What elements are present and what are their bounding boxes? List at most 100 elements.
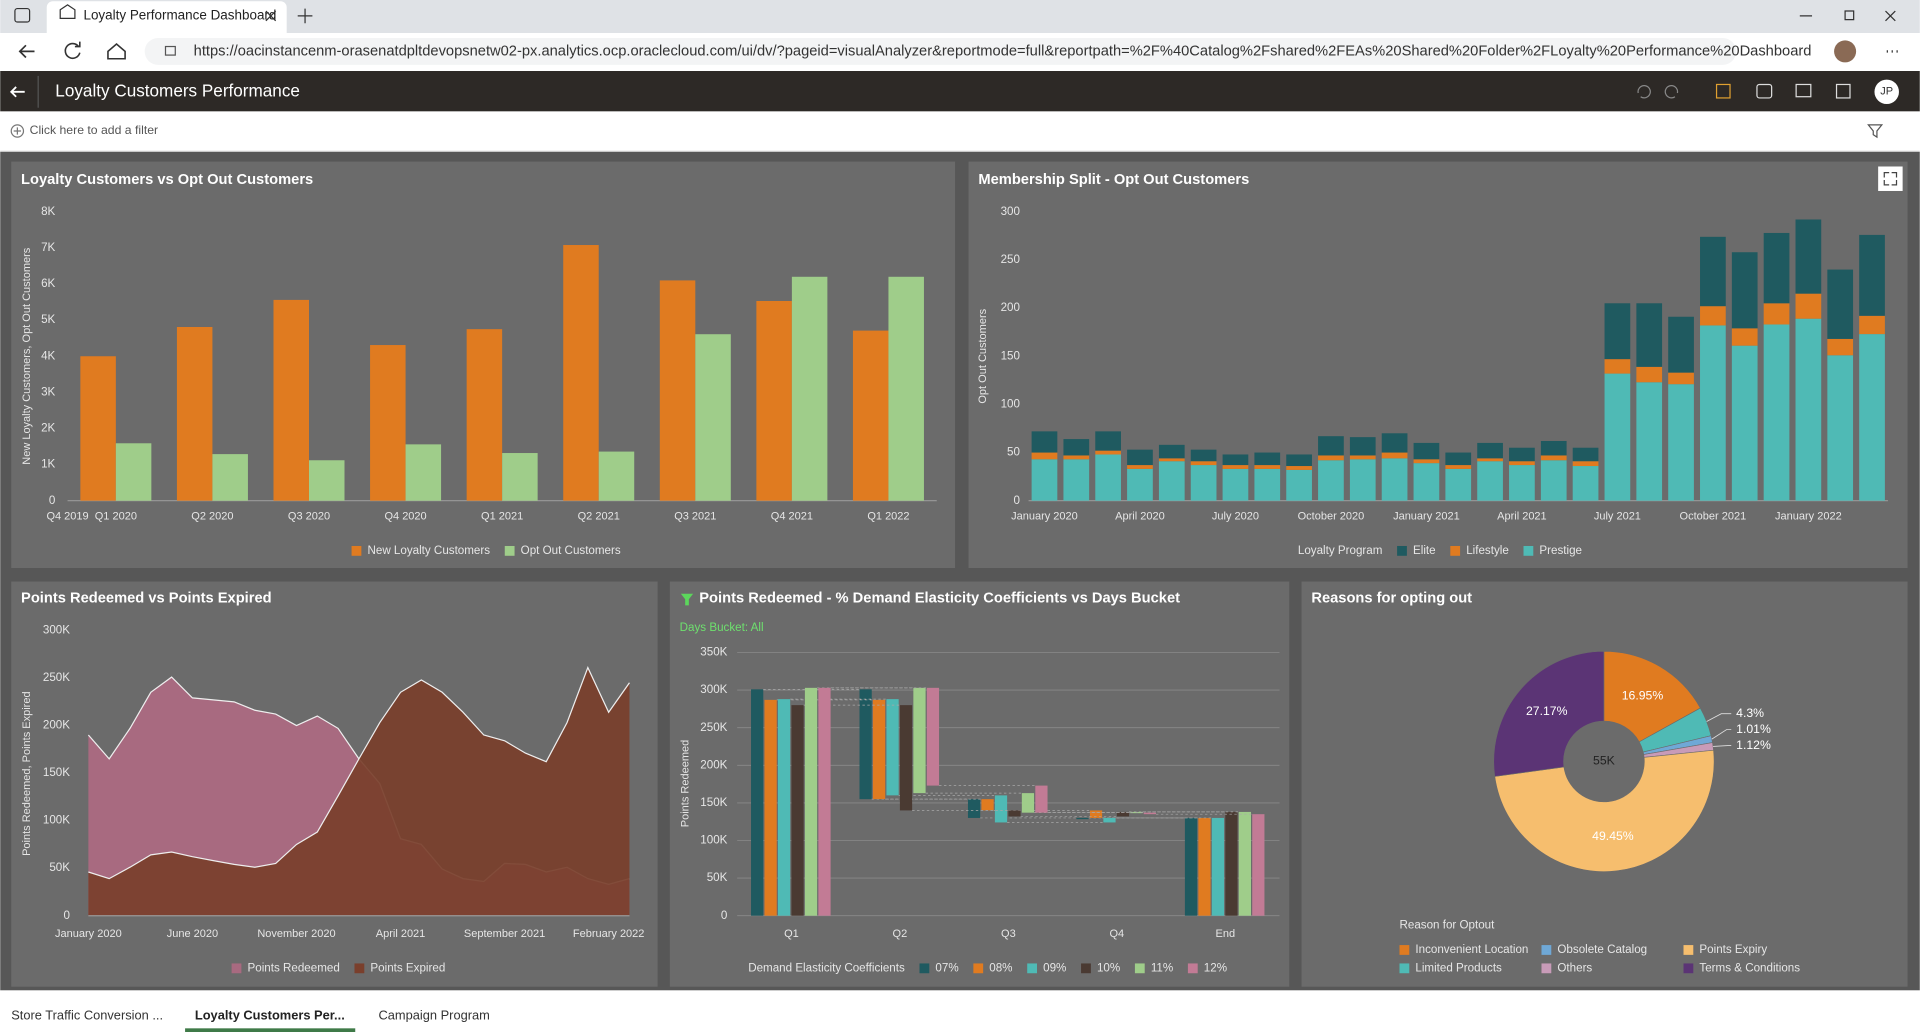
bar (1103, 817, 1116, 823)
reload-button[interactable] (64, 41, 81, 59)
pie-slice (1603, 650, 1701, 743)
legend-label: Inconvenient Location (1415, 943, 1528, 956)
bar-segment (1031, 431, 1058, 453)
sheet-tab[interactable]: Campaign Program (379, 1007, 490, 1022)
bar-segment (1445, 468, 1472, 501)
home-button[interactable] (107, 43, 126, 60)
bar (212, 454, 248, 501)
filter-indicator (680, 593, 694, 606)
legend-swatch (351, 545, 362, 556)
y-tick-label: 100 (1001, 397, 1020, 410)
tab-strip (0, 0, 1920, 34)
y-tick-label: 2K (41, 422, 55, 435)
bar (818, 687, 831, 916)
bar-segment (1636, 303, 1663, 367)
app-title: Loyalty Customers Performance (55, 80, 300, 100)
pie-slice (1494, 749, 1715, 872)
bar-segment (1540, 455, 1567, 461)
bar-segment (1190, 449, 1217, 462)
legend-swatch (1523, 545, 1534, 556)
x-tick-label: October 2021 (1680, 511, 1747, 523)
bar-segment (1668, 316, 1694, 373)
sheet-tab[interactable]: Store Traffic Conversion ... (11, 1007, 163, 1022)
edit-icon[interactable] (1715, 83, 1731, 99)
y-tick-label: 0 (49, 494, 55, 507)
active-tab[interactable] (46, 1, 287, 34)
bar-segment (1572, 447, 1599, 462)
add-filter-icon[interactable] (10, 124, 25, 138)
bar-segment (1063, 455, 1090, 460)
back-button[interactable] (18, 44, 35, 59)
bar-segment (1477, 461, 1503, 501)
slice-label: 4.3% (1736, 706, 1764, 720)
y-tick-label: 100K (43, 814, 70, 827)
bar-segment (1731, 252, 1758, 329)
x-tick-label: Q3 (1001, 928, 1016, 940)
tab-icon (59, 4, 76, 19)
leader-line (1706, 713, 1732, 722)
x-tick-label: Q3 2021 (674, 511, 716, 523)
bar-segment (1318, 460, 1344, 501)
bar-segment (1381, 433, 1408, 453)
bar-segment (1700, 325, 1726, 501)
legend-label: Obsolete Catalog (1557, 943, 1647, 956)
bar-segment (1286, 466, 1312, 470)
app-back[interactable] (9, 86, 25, 98)
user-initials: JP (1880, 86, 1893, 98)
pie-slice (1493, 650, 1605, 777)
tab-actions-icon[interactable] (14, 7, 31, 23)
x-tick-label: Q2 2021 (578, 511, 620, 523)
bar-segment (1158, 461, 1185, 501)
bar-segment (1095, 450, 1121, 455)
panel (1301, 581, 1908, 987)
y-axis-title: New Loyalty Customers, Opt Out Customers (21, 247, 33, 465)
filter-toggle[interactable] (1867, 124, 1884, 139)
bar (1008, 810, 1021, 817)
comment-icon[interactable] (1795, 83, 1812, 98)
maximize-button[interactable] (1878, 166, 1903, 191)
bar-segment (1127, 468, 1153, 501)
y-axis-title: Opt Out Customers (977, 308, 989, 403)
address-bar[interactable] (144, 37, 1737, 65)
undo-redo[interactable] (1637, 85, 1679, 99)
tab-close[interactable] (265, 10, 277, 22)
bar-segment (1668, 384, 1694, 501)
legend-label: 11% (1151, 961, 1173, 974)
x-tick-label: February 2022 (573, 928, 645, 940)
x-tick-label: April 2021 (376, 928, 426, 940)
bar (886, 699, 899, 796)
area-fill (88, 667, 630, 916)
y-tick-label: 150K (700, 796, 727, 809)
filter-placeholder[interactable]: Click here to add a filter (30, 123, 159, 137)
data-icon[interactable] (1756, 83, 1773, 99)
bar (115, 443, 152, 501)
sheet-tab-active[interactable]: Loyalty Customers Per... (195, 1007, 345, 1022)
legend-title: Demand Elasticity Coefficients (748, 961, 905, 974)
legend-swatch (504, 545, 515, 556)
y-tick-label: 50 (1007, 446, 1020, 459)
window-controls[interactable] (1799, 10, 1896, 22)
bar-segment (1763, 324, 1790, 501)
present-icon[interactable] (1835, 83, 1851, 99)
profile-avatar[interactable] (1834, 40, 1857, 63)
legend-swatch (1397, 545, 1407, 556)
bar (659, 280, 696, 501)
bar-segment (1286, 469, 1312, 501)
bar-segment (1127, 465, 1153, 469)
slice-label: 49.45% (1592, 829, 1634, 843)
bar-segment (1604, 359, 1631, 374)
user-avatar[interactable] (1874, 79, 1899, 105)
bar (859, 689, 872, 800)
x-tick-label: April 2020 (1115, 511, 1165, 523)
bar-segment (1700, 236, 1726, 307)
slice-label: 16.95% (1622, 688, 1664, 702)
y-tick-label: 0 (1014, 494, 1020, 507)
new-tab[interactable] (297, 8, 313, 24)
x-tick-label: Q4 (1109, 928, 1124, 940)
subtitle: Days Bucket: All (680, 621, 764, 634)
x-tick-label: September 2021 (464, 928, 545, 940)
y-tick-label: 200K (43, 719, 70, 732)
legend-swatch (1399, 945, 1410, 955)
bar-segment (1668, 372, 1694, 385)
y-axis-title: Points Redeemed, Points Expired (21, 691, 33, 855)
